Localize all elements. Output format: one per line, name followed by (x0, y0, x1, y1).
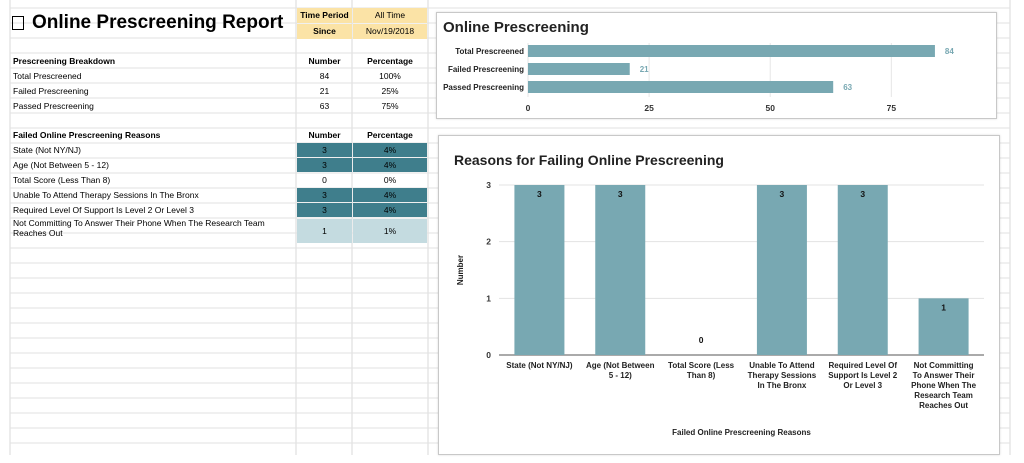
reason-row-percentage[interactable]: 4% (353, 203, 427, 217)
chart2-category-label: To Answer Their (913, 371, 975, 380)
reasons-col-number: Number (308, 129, 341, 140)
breakdown-col-number: Number (308, 55, 341, 66)
chart2-data-label: 3 (537, 189, 542, 199)
chart2-data-label: 1 (941, 302, 946, 312)
chart2-category-label: Total Score (Less (668, 361, 735, 370)
breakdown-row-percentage[interactable]: 100% (379, 70, 401, 81)
chart1-x-tick: 25 (644, 103, 654, 113)
chart2-x-axis-title: Failed Online Prescreening Reasons (672, 428, 811, 437)
chart1-x-tick: 0 (526, 103, 531, 113)
chart1-bar (528, 63, 630, 75)
reason-row-percentage[interactable]: 4% (353, 188, 427, 202)
chart2-y-tick: 3 (486, 180, 491, 190)
reason-row-number[interactable]: 3 (297, 158, 352, 172)
reasons-chart-card[interactable]: Reasons for Failing Online Prescreening … (438, 135, 1000, 455)
breakdown-row-label: Total Prescreened (13, 70, 82, 81)
reason-row-number[interactable]: 3 (297, 143, 352, 157)
chart2-bar (595, 185, 646, 355)
online-prescreening-chart-card[interactable]: Online Prescreening 0 25 50 75 Total Prescre… (436, 12, 997, 119)
chart2-category-label: Unable To Attend (749, 361, 814, 370)
breakdown-header: Prescreening Breakdown (13, 55, 116, 66)
reason-row-number[interactable]: 3 (297, 188, 352, 202)
chart2-bar (918, 298, 969, 355)
reason-row-percentage[interactable]: 4% (353, 143, 427, 157)
chart2-category-label: In The Bronx (757, 381, 806, 390)
chart2-category-label: Age (Not Between (586, 361, 655, 370)
chart2-data-label: 3 (860, 189, 865, 199)
reason-row-number[interactable]: 0 (322, 174, 327, 185)
chart2-data-label: 0 (699, 335, 704, 345)
chart2-data-label: 3 (780, 189, 785, 199)
chart2-category-label: Or Level 3 (843, 381, 882, 390)
breakdown-row-percentage[interactable]: 75% (381, 100, 399, 111)
since-value[interactable]: Nov/19/2018 (353, 24, 427, 39)
chart1-category-label: Passed Prescreening (443, 83, 524, 92)
reason-row-label: Age (Not Between 5 - 12) (13, 159, 109, 170)
reasons-header: Failed Online Prescreening Reasons (13, 129, 161, 140)
reason-row-number[interactable]: 1 (297, 219, 352, 243)
chart2-bar (756, 185, 807, 355)
chart2-category-label: Support Is Level 2 (828, 371, 897, 380)
chart1-data-label: 63 (843, 83, 852, 92)
breakdown-row-percentage[interactable]: 25% (381, 85, 399, 96)
reason-row-label: Required Level Of Support Is Level 2 Or … (13, 204, 194, 215)
chart2-category-label: Research Team (914, 391, 973, 400)
chart1-x-tick: 75 (887, 103, 897, 113)
breakdown-row-number[interactable]: 21 (319, 85, 330, 96)
chart2-bar (514, 185, 565, 355)
breakdown-row-label: Failed Prescreening (13, 85, 89, 96)
chart1-x-tick: 50 (765, 103, 775, 113)
time-period-value[interactable]: All Time (353, 8, 427, 23)
breakdown-row-label: Passed Prescreening (13, 100, 94, 111)
chart2-y-tick: 2 (486, 237, 491, 247)
breakdown-row-number[interactable]: 63 (319, 100, 330, 111)
chart2-title: Reasons for Failing Online Prescreening (454, 152, 724, 168)
reason-row-percentage[interactable]: 4% (353, 158, 427, 172)
reason-row-percentage[interactable]: 0% (383, 174, 397, 185)
report-title-text: Online Prescreening Report (32, 12, 284, 33)
chart1-title: Online Prescreening (443, 19, 589, 36)
chart2-category-label: Reaches Out (919, 401, 968, 410)
chart2-data-label: 3 (618, 189, 623, 199)
chart2-bar (837, 185, 888, 355)
chart2-category-label: Required Level Of (829, 361, 898, 370)
reason-row-percentage[interactable]: 1% (353, 219, 427, 243)
chart1-category-label: Total Prescreened (455, 47, 524, 56)
chart2-y-tick: 0 (486, 350, 491, 360)
chart2-category-label: Not Committing (914, 361, 974, 370)
chart2-y-tick: 1 (486, 293, 491, 303)
checkbox-icon[interactable] (12, 16, 24, 30)
chart1-bar (528, 81, 834, 93)
chart2-category-label: Therapy Sessions (748, 371, 817, 380)
reason-row-label: Total Score (Less Than 8) (13, 174, 111, 185)
reason-row-label: State (Not NY/NJ) (13, 144, 82, 155)
since-label: Since (297, 24, 352, 39)
reason-row-label: Unable To Attend Therapy Sessions In The… (13, 189, 199, 200)
online-prescreening-chart: 0 25 50 75 Total Prescreened 84 Failed Prescre… (443, 43, 954, 113)
reasons-chart: 0 1 2 3 3 State (Not NY/NJ) 3 Age (Not Between5… (456, 180, 984, 437)
chart2-category-label: Than 8) (687, 371, 716, 380)
time-period-label: Time Period (297, 8, 352, 23)
chart2-y-axis-title: Number (456, 255, 465, 285)
report-title: Online Prescreening Report (12, 12, 283, 34)
breakdown-col-percentage: Percentage (367, 55, 413, 66)
reason-row-number[interactable]: 3 (297, 203, 352, 217)
chart2-category-label: Phone When The (911, 381, 976, 390)
chart1-bar (528, 45, 935, 57)
reason-row-label: Not Committing To Answer Their Phone Whe… (13, 218, 265, 238)
chart2-category-label: State (Not NY/NJ) (506, 361, 573, 370)
chart1-data-label: 21 (640, 65, 649, 74)
chart2-category-label: 5 - 12) (609, 371, 632, 380)
chart1-category-label: Failed Prescreening (448, 65, 524, 74)
reasons-col-percentage: Percentage (367, 129, 413, 140)
breakdown-row-number[interactable]: 84 (319, 70, 330, 81)
chart1-data-label: 84 (945, 47, 954, 56)
